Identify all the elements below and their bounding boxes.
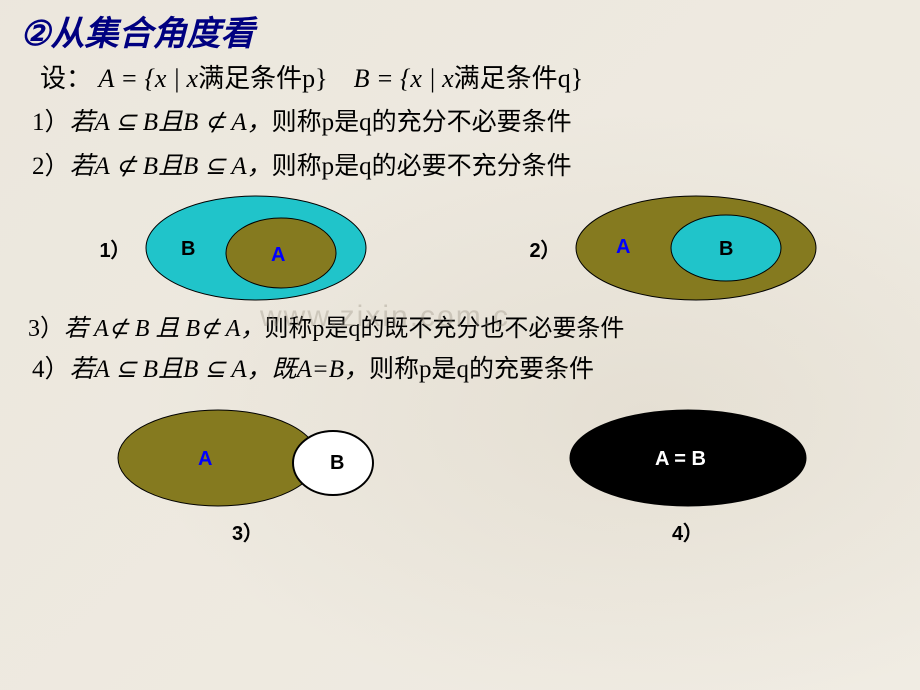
rule-1: 1）若A ⊆ B且B ⊄ A，则称p是q的充分不必要条件 [32, 103, 900, 143]
title-number: ② [20, 16, 50, 53]
d4-text: A = B [655, 448, 706, 470]
slide-content: ②从集合角度看 设： A = {x | x满足条件p} B = {x | x满足… [0, 0, 920, 558]
rule1-res: 则称p是q的充分不必要条件 [272, 109, 572, 136]
rule3-res: 则称p是q的既不充分也不必要条件 [264, 316, 624, 342]
diagram-4: A = B 4） [563, 403, 813, 546]
setA-p: p} [302, 64, 327, 93]
rule-3: 3）若 A⊄ B 且 B⊄ A，则称p是q的既不充分也不必要条件 [28, 311, 900, 347]
d3-right-text: B [330, 452, 344, 474]
diagram4-label: 4） [672, 517, 703, 546]
diagram1-label: 1） [99, 234, 130, 263]
setA-leftpart: A = {x | x [99, 64, 199, 93]
venn-3: A B [108, 403, 388, 513]
diagram-2: 2） A B [529, 193, 820, 303]
rule-2: 2）若A ⊄ B且B ⊆ A，则称p是q的必要不充分条件 [32, 147, 900, 187]
diagram-row-2: A B 3） A = B 4） [20, 403, 900, 546]
rule3-cond: 若 A⊄ B 且 B⊄ A， [64, 316, 264, 342]
rule-4: 4）若A ⊆ B且B ⊆ A，既A=B，则称p是q的充要条件 [32, 351, 900, 389]
setB-q: q} [558, 64, 583, 93]
d2-outer-text: A [616, 236, 630, 258]
diagram-3: A B 3） [108, 403, 388, 546]
venn-1: B A [141, 193, 371, 303]
slide-title: ②从集合角度看 [20, 6, 900, 55]
setA-mid: 满足条件 [198, 64, 302, 93]
rule2-cond: 若A ⊄ B且B ⊆ A， [70, 153, 272, 180]
def-prefix: 设： [40, 64, 92, 93]
rule1-cond: 若A ⊆ B且B ⊄ A， [70, 109, 272, 136]
setB-leftpart: B = {x | x [354, 64, 454, 93]
venn-4: A = B [563, 403, 813, 513]
setB-mid: 满足条件 [454, 64, 558, 93]
rule4-num: 4） [32, 356, 70, 383]
d3-left-text: A [198, 448, 212, 470]
rule1-num: 1） [32, 109, 70, 136]
rule4-cond: 若A ⊆ B且B ⊆ A，既A=B， [70, 356, 370, 383]
venn-2: A B [571, 193, 821, 303]
rule2-num: 2） [32, 153, 70, 180]
rule4-res: 则称p是q的充要条件 [369, 356, 594, 383]
d3-left [118, 410, 318, 506]
title-text: 从集合角度看 [50, 16, 254, 53]
rule3-num: 3） [28, 316, 64, 342]
d1-outer-text: B [181, 238, 195, 260]
d2-inner-text: B [719, 238, 733, 260]
definition-line: 设： A = {x | x满足条件p} B = {x | x满足条件q} [40, 61, 900, 97]
diagram3-label: 3） [232, 517, 263, 546]
diagram2-label: 2） [529, 234, 560, 263]
rule2-res: 则称p是q的必要不充分条件 [272, 153, 572, 180]
diagram-row-1: 1） B A 2） A B [20, 193, 900, 303]
d1-inner-text: A [271, 244, 285, 266]
diagram-1: 1） B A [99, 193, 370, 303]
